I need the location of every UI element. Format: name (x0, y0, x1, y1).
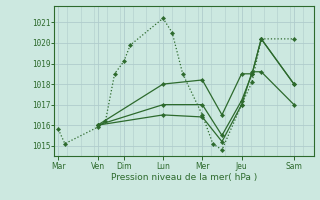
X-axis label: Pression niveau de la mer( hPa ): Pression niveau de la mer( hPa ) (111, 173, 257, 182)
